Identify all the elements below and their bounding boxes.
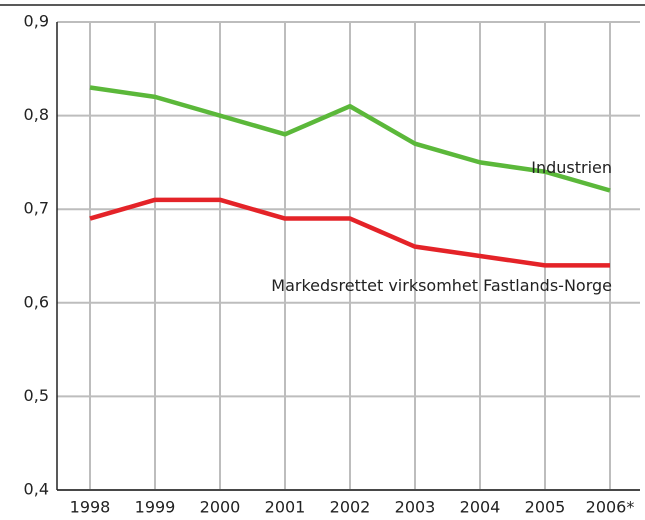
series-label: Markedsrettet virksomhet Fastlands-Norge (271, 276, 612, 295)
x-tick-label: 2005 (525, 498, 566, 517)
y-tick-label: 0,7 (24, 199, 49, 218)
y-tick-label: 0,4 (24, 480, 49, 499)
x-tick-label: 2006* (586, 498, 635, 517)
y-tick-label: 0,8 (24, 105, 49, 124)
x-tick-label: 1998 (70, 498, 111, 517)
y-tick-label: 0,9 (24, 12, 49, 31)
series-line (89, 197, 610, 268)
x-tick-label: 2001 (265, 498, 306, 517)
x-tick-label: 1999 (135, 498, 176, 517)
y-tick-label: 0,6 (24, 292, 49, 311)
series-line (89, 85, 611, 193)
x-tick-label: 2000 (200, 498, 241, 517)
y-tick-label: 0,5 (24, 386, 49, 405)
x-tick-label: 2002 (330, 498, 371, 517)
x-tick-label: 2003 (395, 498, 436, 517)
series-label: Industrien (531, 158, 612, 177)
x-tick-label: 2004 (460, 498, 501, 517)
